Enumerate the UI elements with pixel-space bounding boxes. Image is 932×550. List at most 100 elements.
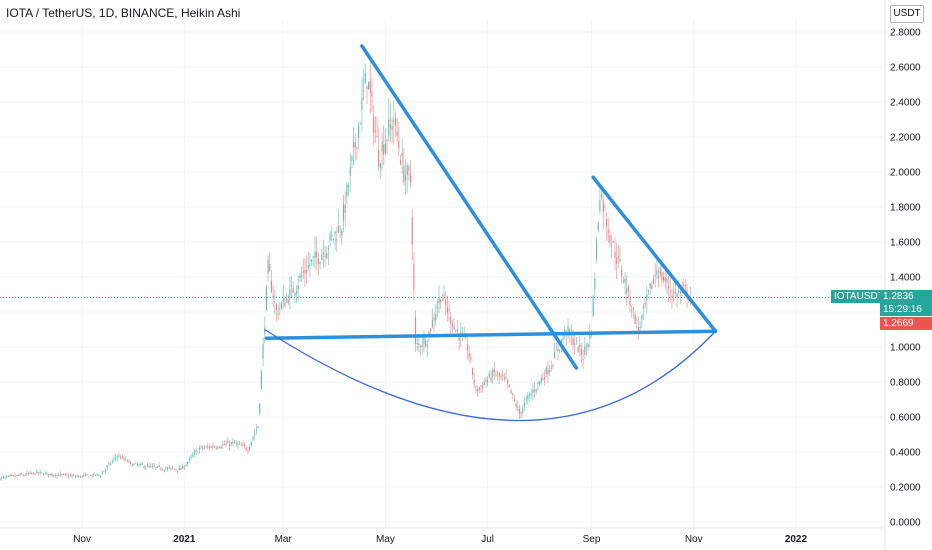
candle-body (267, 259, 269, 274)
candle-body (446, 307, 448, 313)
candle-body (332, 238, 335, 240)
candle-body (0, 478, 1, 480)
price-axis[interactable]: 0.00000.20000.40000.60000.80001.00001.20… (884, 0, 921, 550)
candle-body (671, 295, 673, 298)
candle-body (223, 443, 226, 445)
x-tick-label: 2021 (173, 534, 196, 545)
candle-body (646, 294, 648, 301)
candle-body (27, 473, 30, 475)
candle-body (252, 437, 254, 440)
candle-body (668, 285, 670, 289)
trendline-2[interactable] (591, 175, 718, 333)
candle-body (297, 285, 299, 290)
candle-body (306, 269, 308, 273)
candle-body (56, 474, 58, 477)
candle-body (347, 185, 350, 188)
candle-body (592, 296, 594, 317)
candle-body (379, 163, 381, 169)
candle-body (165, 468, 167, 470)
candle-body (356, 146, 358, 148)
candle-body (106, 465, 108, 468)
chart-grid (0, 20, 885, 528)
candle-body (292, 288, 294, 293)
candle-body (321, 254, 323, 260)
candle-body (217, 447, 219, 449)
candle-body (44, 472, 46, 474)
candle-body (334, 231, 336, 234)
drawing-annotations[interactable] (264, 44, 718, 422)
candle-body (187, 462, 189, 464)
candle-body (562, 337, 564, 340)
candle-body (476, 388, 479, 392)
candle-body (242, 444, 244, 446)
candle-body (398, 140, 400, 149)
candle-body (230, 442, 232, 445)
candle-body (91, 475, 93, 477)
rounded-bottom-curve[interactable] (264, 328, 716, 422)
candle-body (520, 411, 522, 414)
candle-body (54, 475, 56, 477)
candle-body (416, 342, 418, 344)
candle-body (657, 276, 660, 279)
candle-body (96, 474, 98, 476)
candle-body (180, 468, 182, 470)
candle-body (425, 340, 427, 346)
candle-body (678, 290, 680, 293)
candle-body (451, 323, 454, 327)
candle-body (150, 465, 152, 467)
candle-body (441, 300, 443, 302)
candle-body (262, 343, 264, 359)
candle-body (302, 271, 304, 273)
currency-button[interactable]: USDT (890, 5, 924, 23)
trendline-1[interactable] (360, 44, 579, 370)
time-axis[interactable]: Nov 2021 Mar May Jul Sep Nov 2022 (0, 527, 885, 545)
candle-body (81, 475, 83, 477)
trendline-3[interactable] (264, 329, 718, 340)
candle-body (220, 447, 222, 449)
candle-body (403, 166, 405, 183)
candle-body (163, 470, 165, 472)
candle-body (172, 468, 174, 470)
candle-body (589, 332, 591, 339)
candle-body (285, 298, 288, 301)
candle-body (606, 218, 608, 226)
candle-body (478, 387, 480, 391)
candle-body (587, 343, 589, 348)
candle-body (63, 473, 65, 475)
candle-body (368, 81, 370, 90)
candle-body (329, 233, 331, 241)
candle-body (455, 330, 457, 332)
candle-body (430, 328, 432, 332)
candle-body (580, 349, 583, 356)
candle-body (371, 91, 373, 97)
candle-body (465, 337, 467, 339)
candle-body (535, 389, 537, 392)
candle-body (156, 466, 159, 468)
candle-body (547, 369, 549, 375)
candle-body (61, 474, 63, 476)
candle-body (629, 298, 631, 306)
candle-body (116, 456, 118, 458)
candle-body (218, 446, 221, 448)
candle-body (639, 326, 641, 328)
candle-body (58, 475, 60, 477)
candlestick-series (0, 58, 691, 481)
candle-body (160, 468, 162, 470)
candle-body (508, 384, 510, 387)
candle-body (450, 316, 452, 324)
candle-body (296, 290, 298, 294)
candle-body (582, 359, 584, 361)
candle-body (78, 475, 80, 477)
candle-body (530, 393, 532, 395)
candle-body (537, 382, 539, 384)
candle-body (683, 284, 685, 287)
candle-body (227, 441, 229, 444)
candle-body (168, 467, 170, 469)
candle-body (393, 120, 395, 122)
candle-body (290, 285, 293, 287)
candle-body (394, 117, 397, 126)
candle-body (249, 446, 251, 450)
candle-body (344, 204, 346, 213)
candle-body (125, 458, 127, 460)
